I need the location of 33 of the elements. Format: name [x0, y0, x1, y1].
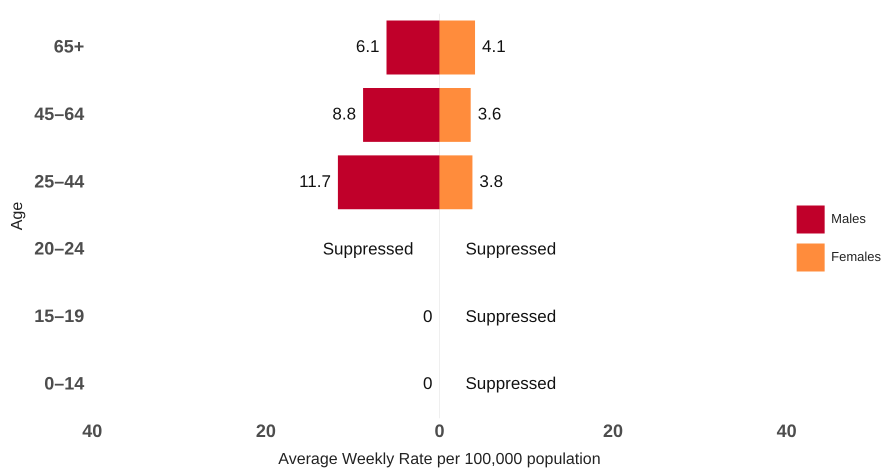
data-label: 3.6: [478, 104, 502, 124]
text: Suppressed: [465, 239, 556, 258]
y-tick-label: 15–19: [34, 306, 84, 326]
text: Suppressed: [465, 306, 556, 326]
x-tick-label: 20: [603, 420, 624, 441]
legend-label: Males: [831, 211, 866, 226]
bar: [439, 155, 472, 210]
x-tick-label: 0: [434, 420, 444, 441]
x-axis-title: Average Weekly Rate per 100,000 population: [278, 450, 601, 468]
bar: [439, 20, 476, 74]
text: Suppressed: [322, 239, 414, 258]
bar: [363, 88, 440, 142]
legend-label: Females: [831, 249, 882, 264]
data-label: 0: [422, 374, 432, 394]
bar: [386, 20, 440, 74]
y-axis-title: Age: [9, 202, 26, 230]
y-tick-label: 65+: [54, 36, 84, 56]
data-label: 3.8: [479, 172, 504, 191]
y-tick-label: 20–24: [34, 238, 84, 259]
y-tick-label: 25–44: [34, 171, 84, 192]
x-tick-label: 40: [82, 420, 102, 441]
data-label: 6.1: [356, 37, 380, 56]
data-label: 11.7: [299, 172, 331, 191]
y-tick-label: 45–64: [34, 104, 84, 124]
data-label: 4.1: [482, 37, 506, 56]
x-tick-label: 40: [776, 420, 797, 441]
text: Suppressed: [465, 374, 556, 394]
bar: [439, 88, 471, 142]
data-label: 8.8: [332, 104, 356, 124]
y-tick-label: 0–14: [44, 373, 84, 394]
bar: [338, 155, 440, 210]
data-label: 0: [422, 306, 432, 326]
x-tick-label: 20: [256, 420, 276, 441]
